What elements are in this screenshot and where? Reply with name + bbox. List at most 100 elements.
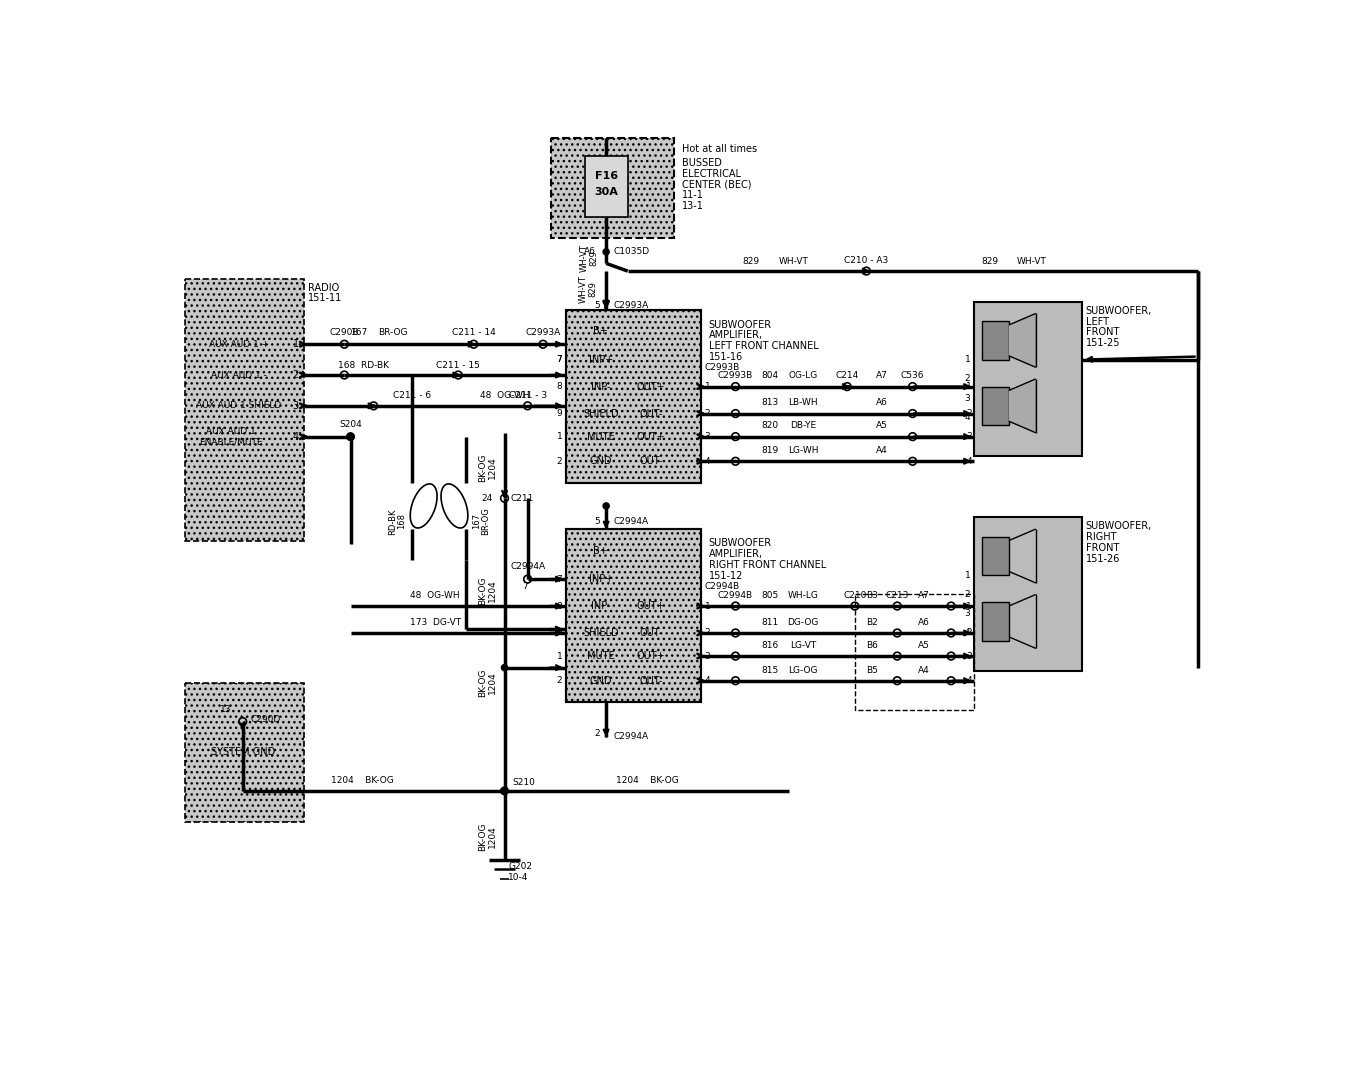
Polygon shape — [1009, 378, 1036, 433]
Text: G202: G202 — [509, 863, 532, 872]
Text: 2: 2 — [964, 374, 970, 384]
Text: 2: 2 — [704, 628, 710, 638]
Text: 7: 7 — [556, 355, 562, 364]
Text: 1: 1 — [966, 601, 972, 611]
Text: C213: C213 — [885, 591, 908, 600]
Text: C211 - 3: C211 - 3 — [509, 391, 547, 401]
Text: OUT-: OUT- — [639, 628, 662, 638]
Text: 168: 168 — [397, 513, 405, 530]
Bar — [566, 310, 700, 482]
Text: 151-26: 151-26 — [1085, 553, 1121, 564]
Text: C214: C214 — [835, 371, 858, 381]
Text: C2993A: C2993A — [613, 301, 649, 310]
Text: A7: A7 — [918, 591, 930, 600]
Text: LEFT FRONT CHANNEL: LEFT FRONT CHANNEL — [709, 341, 819, 352]
Bar — [982, 602, 1009, 641]
Text: 13: 13 — [220, 705, 231, 715]
Text: 829: 829 — [743, 256, 759, 266]
Text: MUTE: MUTE — [588, 651, 615, 661]
Text: ELECTRICAL: ELECTRICAL — [681, 168, 741, 179]
Circle shape — [602, 249, 609, 255]
Text: C211: C211 — [510, 494, 534, 503]
Text: 813: 813 — [762, 399, 779, 407]
Text: AMPLIFIER,: AMPLIFIER, — [709, 330, 763, 341]
Bar — [566, 530, 700, 702]
Text: WH-VT: WH-VT — [778, 256, 808, 266]
Text: A5: A5 — [876, 421, 888, 431]
Text: S204: S204 — [339, 420, 362, 429]
Text: WH-VT: WH-VT — [581, 244, 589, 272]
Text: LG-OG: LG-OG — [789, 666, 817, 674]
Text: C210 - A3: C210 - A3 — [845, 256, 888, 265]
Text: 3: 3 — [966, 432, 972, 442]
Text: 2: 2 — [594, 729, 600, 738]
Text: RD-BK: RD-BK — [388, 508, 397, 535]
Ellipse shape — [411, 483, 437, 528]
Ellipse shape — [441, 483, 468, 528]
Text: 820: 820 — [762, 421, 779, 431]
Text: 4: 4 — [704, 676, 710, 685]
Circle shape — [602, 503, 609, 509]
Text: INP+: INP+ — [589, 355, 613, 364]
Text: 4: 4 — [966, 676, 972, 685]
Text: OG-LG: OG-LG — [789, 371, 817, 381]
Bar — [974, 518, 1083, 671]
Bar — [585, 155, 628, 218]
Bar — [974, 302, 1083, 456]
Text: 7: 7 — [522, 582, 528, 592]
Text: C2994A: C2994A — [613, 517, 649, 526]
Text: 829: 829 — [981, 256, 998, 266]
Text: BK-OG: BK-OG — [479, 453, 487, 481]
Text: AMPLIFIER,: AMPLIFIER, — [709, 549, 763, 560]
Text: 829: 829 — [589, 250, 598, 266]
Text: DB-YE: DB-YE — [790, 421, 816, 431]
Text: 1204: 1204 — [488, 456, 496, 479]
Text: OUT-: OUT- — [639, 457, 662, 466]
Bar — [982, 387, 1009, 426]
Text: LEFT: LEFT — [1085, 316, 1108, 327]
Text: 1: 1 — [704, 601, 710, 611]
Text: BK-OG: BK-OG — [479, 577, 487, 605]
Text: C290B: C290B — [329, 328, 359, 337]
Text: C211 - 6: C211 - 6 — [393, 391, 431, 401]
Bar — [566, 310, 700, 482]
Text: LB-WH: LB-WH — [789, 399, 819, 407]
Text: 167: 167 — [351, 328, 369, 337]
Text: A4: A4 — [918, 666, 930, 674]
Text: AUX AUD 1 SHIELD: AUX AUD 1 SHIELD — [196, 401, 282, 411]
Text: 13-1: 13-1 — [681, 202, 703, 211]
Text: B3: B3 — [866, 591, 877, 600]
Text: 4: 4 — [966, 457, 972, 465]
Text: LG-WH: LG-WH — [787, 446, 819, 456]
Text: 4: 4 — [704, 457, 710, 465]
Text: FRONT: FRONT — [1085, 542, 1119, 553]
Text: SHIELD: SHIELD — [583, 408, 619, 418]
Text: GND: GND — [589, 675, 612, 686]
Text: 1: 1 — [964, 570, 970, 580]
Text: MUTE: MUTE — [588, 432, 615, 442]
Text: OUT+: OUT+ — [636, 382, 665, 391]
Text: 167: 167 — [472, 513, 481, 530]
Text: 1: 1 — [966, 382, 972, 391]
Text: 804: 804 — [762, 371, 779, 381]
Text: 3: 3 — [704, 652, 710, 660]
Text: Hot at all times: Hot at all times — [681, 144, 756, 154]
Circle shape — [500, 787, 509, 794]
Text: 829: 829 — [588, 281, 597, 297]
Text: SUBWOOFER,: SUBWOOFER, — [1085, 521, 1152, 532]
Text: C2994A: C2994A — [510, 563, 545, 571]
Text: 24: 24 — [481, 494, 492, 503]
Text: A4: A4 — [876, 446, 888, 456]
Text: WH-LG: WH-LG — [787, 591, 819, 600]
Text: A7: A7 — [876, 371, 888, 381]
Text: 9: 9 — [556, 410, 562, 418]
Bar — [982, 322, 1009, 359]
Text: 151-11: 151-11 — [309, 293, 343, 302]
Text: 2: 2 — [964, 590, 970, 599]
Text: 8: 8 — [556, 601, 562, 611]
Text: BR-OG: BR-OG — [378, 328, 408, 337]
Text: SYSTEM GND: SYSTEM GND — [211, 747, 275, 757]
Text: S210: S210 — [513, 778, 534, 787]
Text: 151-16: 151-16 — [709, 352, 743, 362]
Text: 2: 2 — [704, 410, 710, 418]
